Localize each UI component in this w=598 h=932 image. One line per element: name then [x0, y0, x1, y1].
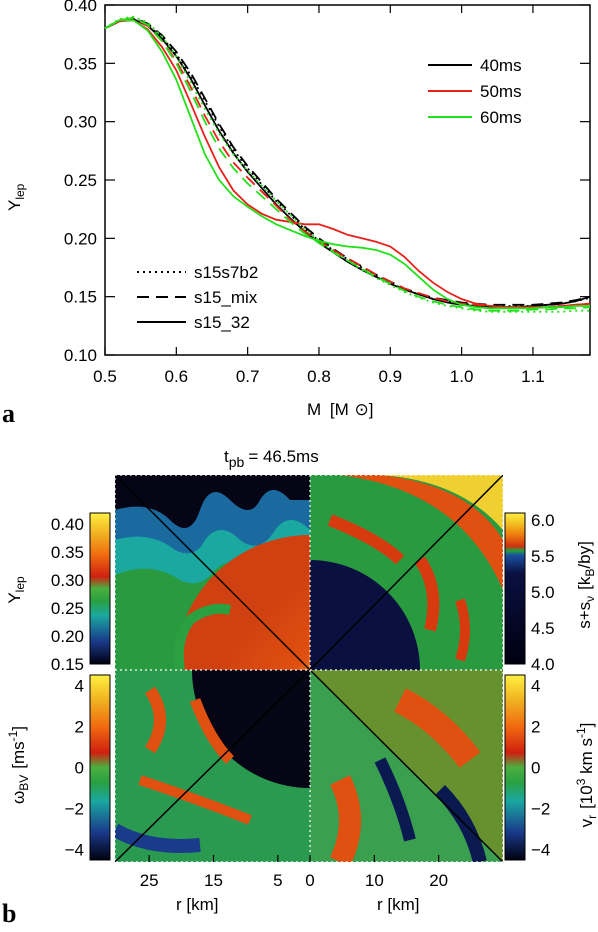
quadrant-top-left-ylep [115, 475, 310, 670]
colorbar-tick-label: −2 [531, 800, 550, 819]
radius-axis-ticks: 25 15 5 0 10 20 [140, 855, 448, 890]
legend-label: s15_32 [194, 313, 250, 332]
colorbar-tick-label: 0 [531, 759, 540, 778]
colorbar-tick-label: 0.15 [51, 655, 84, 674]
colorbar-tick-label: −2 [65, 800, 84, 819]
x-tick-label: 1.1 [521, 367, 545, 386]
colorbar-label-omega: ωBV[ms-1] [6, 726, 31, 804]
panel-b-title: tpb = 46.5ms [224, 447, 319, 470]
colorbar-ticks: 0.40 0.35 0.30 0.25 0.20 0.15 6.0 5.5 5.0 4.5 4.0 4… [51, 511, 555, 860]
colorbar-tick-label: 0.25 [51, 599, 84, 618]
x-tick-label: 0.5 [93, 367, 117, 386]
line-chart-panel-a: 0.5 0.6 0.7 0.8 0.9 1.0 1.1 0.100.150.200.250.… [2, 0, 591, 428]
series-line-40ms-s15_mix [104, 16, 591, 306]
x-axis-label-right: r [km] [377, 895, 420, 914]
colorbar-label-vr: vr[103 km s-1] [574, 723, 598, 828]
radius-tick-label-left: 25 [140, 871, 159, 890]
colorbar-tick-label: 4 [75, 676, 84, 695]
legend-model: s15s7b2 s15_mix s15_32 [137, 263, 258, 332]
legend-label: 50ms [480, 82, 522, 101]
radius-tick-label-left: 5 [273, 871, 282, 890]
colorbar-tick-label: −4 [65, 841, 84, 860]
colorbar-vr [504, 674, 526, 861]
quadrant-bottom-left-omega [115, 670, 310, 862]
colorbar-entropy [504, 512, 526, 665]
colorbar-tick-label: 5.5 [531, 547, 555, 566]
colorbar-tick-label: 0.20 [51, 627, 84, 646]
legend-label: s15s7b2 [194, 263, 258, 282]
x-tick-label: 0.9 [378, 367, 402, 386]
quadrant-top-right-entropy [310, 475, 503, 670]
panel-label-b: b [2, 899, 16, 928]
quadrant-bottom-right-vr [310, 670, 503, 862]
map-frame [114, 474, 504, 863]
colorbar-tick-label: 0.30 [51, 571, 84, 590]
x-axis-label-left: r [km] [176, 895, 219, 914]
sun-symbol-icon: ⊙ [355, 400, 369, 419]
radius-tick-label-right: 20 [429, 871, 448, 890]
legend-label: 60ms [480, 108, 522, 127]
colorbar-tick-label: 4.5 [531, 619, 555, 638]
colorbar-tick-label: 2 [531, 717, 540, 736]
x-axis-ticks: 0.5 0.6 0.7 0.8 0.9 1.0 1.1 [93, 5, 545, 386]
heatmap-panel-b: tpb = 46.5ms [2, 447, 598, 928]
colorbar-tick-label: 4.0 [531, 655, 555, 674]
colorbar-label-ylep: Ylep [5, 576, 27, 604]
colorbar-tick-label: 0 [75, 759, 84, 778]
colorbar-tick-label: 2 [75, 717, 84, 736]
panel-label-a: a [2, 399, 15, 428]
series-line-40ms-s15s7b2 [104, 18, 591, 307]
y-tick-label: 0.35 [64, 54, 97, 73]
colorbar-tick-label: 5.0 [531, 583, 555, 602]
colorbar-tick-label: 4 [531, 676, 540, 695]
colorbar-tick-label: 0.35 [51, 543, 84, 562]
data-series-group [104, 15, 591, 313]
x-tick-label: 0.7 [236, 367, 260, 386]
colorbar-tick-label: −4 [531, 841, 550, 860]
y-tick-label: 0.30 [64, 113, 97, 132]
radius-tick-label-right: 0 [305, 871, 314, 890]
colorbar-ylep [89, 512, 111, 665]
colorbar-tick-label: 6.0 [531, 511, 555, 530]
y-tick-label: 0.10 [64, 346, 97, 365]
y-axis-ticks: 0.10 0.15 0.20 0.25 0.30 0.35 0.40 [64, 0, 590, 365]
y-tick-label: 0.20 [64, 229, 97, 248]
colorbar-tick-label: 0.40 [51, 515, 84, 534]
legend-label: 40ms [480, 56, 522, 75]
y-tick-label: 0.40 [64, 0, 97, 15]
series-line-60ms-s15_mix [104, 16, 591, 312]
series-line-50ms-s15_32 [104, 19, 591, 309]
y-tick-label: 0.25 [64, 171, 97, 190]
x-tick-label: 1.0 [450, 367, 474, 386]
x-tick-label: 0.6 [165, 367, 189, 386]
y-axis-label: Ylep [5, 183, 27, 211]
legend-time: 40ms 50ms 60ms [428, 56, 522, 127]
legend-label: s15_mix [194, 288, 258, 307]
y-tick-label: 0.15 [64, 288, 97, 307]
x-tick-label: 0.8 [307, 367, 331, 386]
series-line-60ms-s15_32 [104, 19, 590, 310]
radius-tick-label-left: 15 [204, 871, 223, 890]
radius-tick-label-right: 10 [365, 871, 384, 890]
x-axis-label: M [M ⊙] [307, 400, 374, 419]
colorbar-omega [89, 674, 111, 861]
colorbar-label-entropy: s+sν[kB/by] [575, 541, 597, 629]
